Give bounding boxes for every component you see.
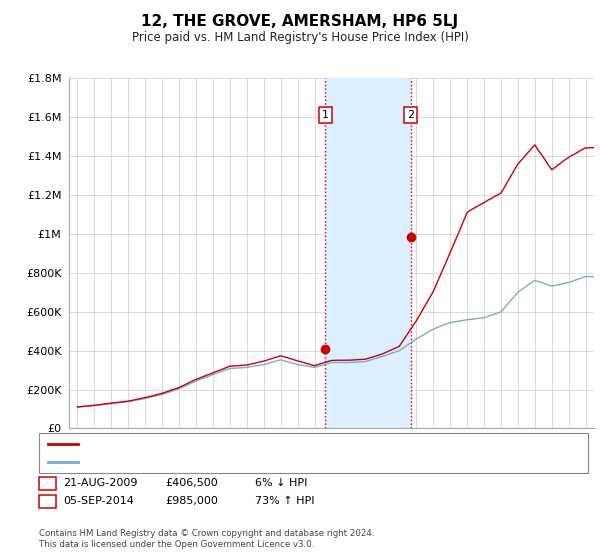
Text: 2: 2 [44, 494, 51, 508]
Text: 1: 1 [322, 110, 329, 120]
Text: 21-AUG-2009: 21-AUG-2009 [63, 478, 137, 488]
Text: 1: 1 [44, 476, 51, 489]
Text: 05-SEP-2014: 05-SEP-2014 [63, 496, 134, 506]
Text: 12, THE GROVE, AMERSHAM, HP6 5LJ: 12, THE GROVE, AMERSHAM, HP6 5LJ [142, 14, 458, 29]
Text: £406,500: £406,500 [165, 478, 218, 488]
Bar [325, 78, 410, 428]
Text: 2: 2 [407, 110, 414, 120]
Text: £985,000: £985,000 [165, 496, 218, 506]
Text: 12, THE GROVE, AMERSHAM, HP6 5LJ (detached house): 12, THE GROVE, AMERSHAM, HP6 5LJ (detach… [83, 439, 371, 449]
Text: Price paid vs. HM Land Registry's House Price Index (HPI): Price paid vs. HM Land Registry's House … [131, 31, 469, 44]
Text: 73% ↑ HPI: 73% ↑ HPI [255, 496, 314, 506]
Text: HPI: Average price, detached house, Buckinghamshire: HPI: Average price, detached house, Buck… [83, 458, 366, 467]
Text: Contains HM Land Registry data © Crown copyright and database right 2024.
This d: Contains HM Land Registry data © Crown c… [39, 529, 374, 549]
Text: 6% ↓ HPI: 6% ↓ HPI [255, 478, 307, 488]
